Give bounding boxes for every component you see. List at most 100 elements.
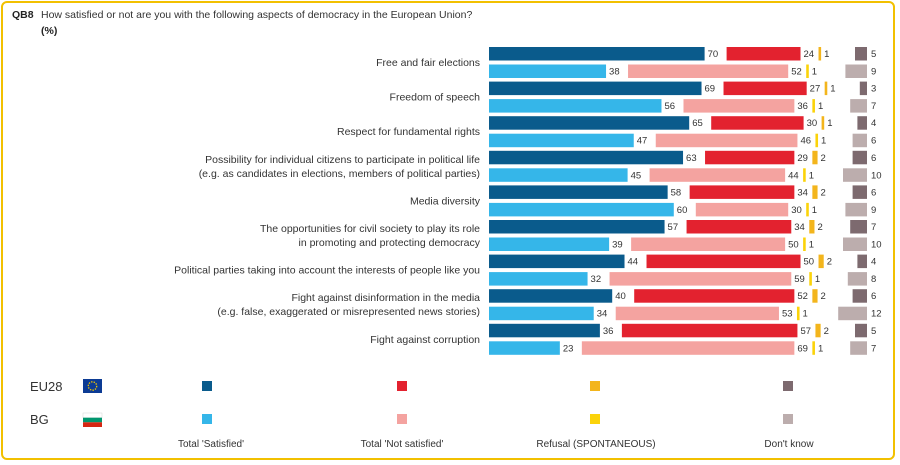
- value-label-refusal-eu28: 2: [821, 291, 826, 302]
- bar-refusal-eu28: [815, 323, 821, 338]
- bar-satisfied-bg: [489, 272, 588, 286]
- legend-swatch-not-satisfied-bg: [397, 414, 407, 424]
- value-label-refusal-bg: 1: [809, 240, 814, 251]
- bar-not-satisfied-bg: [615, 306, 779, 321]
- value-label-not-satisfied-eu28: 34: [797, 187, 808, 198]
- value-label-not-satisfied-eu28: 24: [804, 49, 815, 60]
- category-label: Freedom of speech: [390, 92, 481, 104]
- value-label-satisfied-bg: 32: [591, 274, 602, 285]
- bar-satisfied-eu28: [489, 81, 702, 96]
- value-label-dont-know-bg: 6: [871, 136, 876, 147]
- category-label: Political parties taking into account th…: [174, 265, 480, 277]
- bar-refusal-eu28: [809, 220, 815, 234]
- bar-not-satisfied-eu28: [711, 116, 804, 130]
- value-label-not-satisfied-eu28: 27: [810, 84, 821, 95]
- bar-not-satisfied-bg: [581, 341, 795, 355]
- value-label-refusal-bg: 1: [818, 343, 823, 354]
- bar-not-satisfied-eu28: [726, 47, 801, 61]
- value-label-refusal-eu28: 1: [830, 84, 835, 95]
- bar-satisfied-bg: [489, 99, 662, 113]
- bar-not-satisfied-eu28: [689, 185, 795, 199]
- value-label-refusal-bg: 1: [812, 67, 817, 78]
- bar-dont-know-eu28: [852, 185, 867, 199]
- bar-refusal-eu28: [818, 47, 822, 61]
- value-label-dont-know-bg: 7: [871, 101, 876, 112]
- bar-not-satisfied-bg: [609, 272, 792, 286]
- category-label: (e.g. as candidates in elections, member…: [199, 168, 480, 180]
- legend-swatch-satisfied-eu28: [202, 381, 212, 391]
- bar-dont-know-eu28: [857, 116, 867, 130]
- category-label: in promoting and protecting democracy: [298, 237, 480, 249]
- bar-refusal-bg: [806, 64, 809, 78]
- bar-dont-know-bg: [838, 306, 867, 321]
- legend-label-not-satisfied: Total 'Not satisfied': [361, 439, 444, 450]
- value-label-satisfied-eu28: 58: [671, 187, 682, 198]
- value-label-not-satisfied-bg: 69: [797, 343, 808, 354]
- value-label-not-satisfied-bg: 53: [782, 309, 793, 320]
- question-id: QB8: [12, 9, 34, 21]
- bar-refusal-eu28: [812, 289, 818, 303]
- value-label-satisfied-bg: 45: [631, 170, 642, 181]
- bar-dont-know-bg: [850, 341, 867, 355]
- value-label-satisfied-eu28: 57: [668, 222, 679, 233]
- value-label-dont-know-bg: 12: [871, 309, 882, 320]
- value-label-not-satisfied-eu28: 52: [797, 291, 808, 302]
- value-label-not-satisfied-eu28: 30: [807, 118, 818, 129]
- value-label-refusal-bg: 1: [809, 170, 814, 181]
- value-label-refusal-eu28: 2: [827, 257, 832, 268]
- bar-satisfied-bg: [489, 341, 560, 355]
- category-label: Possibility for individual citizens to p…: [205, 154, 480, 166]
- bar-not-satisfied-bg: [628, 64, 789, 78]
- bar-dont-know-eu28: [855, 47, 867, 61]
- bar-dont-know-eu28: [857, 254, 867, 269]
- legend-label-satisfied: Total 'Satisfied': [178, 439, 244, 450]
- category-label: Fight against disinformation in the medi…: [291, 292, 480, 304]
- bar-satisfied-eu28: [489, 47, 705, 61]
- legend-swatch-not-satisfied-eu28: [397, 381, 407, 391]
- bar-not-satisfied-bg: [683, 99, 795, 113]
- value-label-refusal-eu28: 1: [827, 118, 832, 129]
- value-label-satisfied-eu28: 65: [692, 118, 703, 129]
- value-label-satisfied-eu28: 36: [603, 326, 614, 337]
- legend-swatch-dont-know-bg: [783, 414, 793, 424]
- value-label-dont-know-eu28: 6: [871, 291, 876, 302]
- bar-refusal-bg: [812, 99, 815, 113]
- value-label-refusal-eu28: 1: [824, 49, 829, 60]
- value-label-not-satisfied-eu28: 34: [794, 222, 805, 233]
- value-label-satisfied-bg: 38: [609, 67, 620, 78]
- bar-refusal-bg: [803, 237, 806, 251]
- value-label-satisfied-eu28: 70: [708, 49, 719, 60]
- bar-dont-know-bg: [852, 133, 867, 148]
- value-label-dont-know-eu28: 4: [871, 118, 876, 129]
- value-label-dont-know-eu28: 6: [871, 153, 876, 164]
- value-label-dont-know-eu28: 5: [871, 49, 876, 60]
- bar-dont-know-eu28: [859, 81, 867, 96]
- bar-dont-know-bg: [850, 99, 867, 113]
- question-text: How satisfied or not are you with the fo…: [41, 9, 473, 21]
- legend-label-refusal: Refusal (SPONTANEOUS): [536, 439, 655, 450]
- bar-refusal-eu28: [821, 116, 825, 130]
- bar-not-satisfied-bg: [649, 168, 786, 182]
- value-label-refusal-bg: 1: [818, 101, 823, 112]
- bar-not-satisfied-eu28: [705, 150, 795, 165]
- value-label-refusal-bg: 1: [815, 274, 820, 285]
- bar-refusal-bg: [812, 341, 815, 355]
- value-label-satisfied-bg: 60: [677, 205, 688, 216]
- value-label-dont-know-bg: 7: [871, 343, 876, 354]
- value-label-refusal-eu28: 2: [817, 222, 822, 233]
- value-label-dont-know-eu28: 4: [871, 257, 876, 268]
- legend-swatch-refusal-bg: [590, 414, 600, 424]
- value-label-refusal-bg: 1: [821, 136, 826, 147]
- value-label-dont-know-eu28: 3: [871, 84, 876, 95]
- value-label-satisfied-bg: 56: [664, 101, 675, 112]
- unit-label: (%): [41, 25, 58, 37]
- legend: EU28 BG Total 'Satisfied' Total 'Not sat…: [30, 379, 814, 450]
- category-label: Fight against corruption: [370, 334, 480, 346]
- bar-satisfied-eu28: [489, 254, 625, 269]
- value-label-not-satisfied-eu28: 57: [800, 326, 811, 337]
- category-label: Respect for fundamental rights: [337, 126, 480, 138]
- legend-swatch-dont-know-eu28: [783, 381, 793, 391]
- value-label-satisfied-bg: 34: [597, 309, 608, 320]
